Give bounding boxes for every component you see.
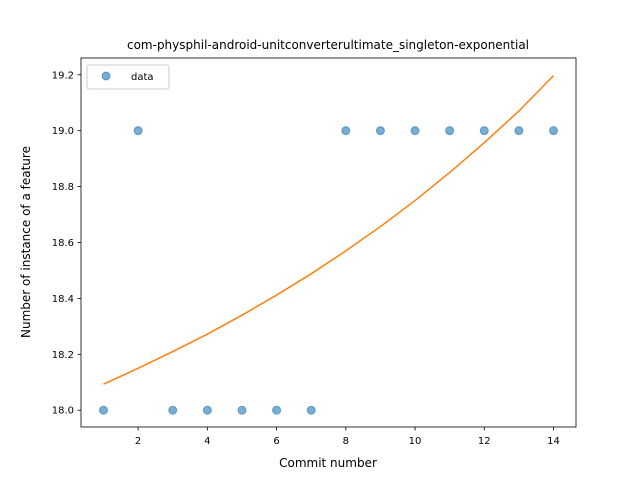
- data-point: [203, 406, 211, 414]
- data-point: [480, 127, 488, 135]
- data-point: [100, 406, 108, 414]
- y-tick-label: 18.0: [52, 406, 74, 417]
- data-point: [134, 127, 142, 135]
- legend-marker-data: [102, 72, 110, 80]
- data-point: [238, 406, 246, 414]
- x-tick-label: 2: [135, 436, 141, 447]
- x-tick-label: 6: [273, 436, 279, 447]
- data-point: [169, 406, 177, 414]
- data-point: [307, 406, 315, 414]
- chart-title: com-physphil-android-unitconverterultima…: [127, 38, 529, 52]
- y-axis-label: Number of instance of a feature: [19, 146, 33, 338]
- data-point: [273, 406, 281, 414]
- x-tick-label: 4: [204, 436, 210, 447]
- x-tick-label: 10: [409, 436, 422, 447]
- x-tick-label: 14: [547, 436, 560, 447]
- x-tick-label: 12: [478, 436, 491, 447]
- data-point: [411, 127, 419, 135]
- y-tick-label: 18.8: [52, 182, 74, 193]
- y-tick-label: 18.2: [52, 350, 74, 361]
- legend-label-data: data: [131, 72, 154, 83]
- data-point: [446, 127, 454, 135]
- y-tick-label: 18.4: [52, 294, 74, 305]
- data-point: [550, 127, 558, 135]
- legend-box: [87, 65, 169, 89]
- data-point: [342, 127, 350, 135]
- legend: data: [87, 65, 169, 89]
- x-tick-label: 8: [343, 436, 349, 447]
- y-tick-label: 19.2: [52, 70, 74, 81]
- x-axis-label: Commit number: [279, 456, 377, 470]
- data-point: [376, 127, 384, 135]
- data-point: [515, 127, 523, 135]
- y-tick-label: 18.6: [52, 238, 74, 249]
- y-tick-label: 19.0: [52, 126, 74, 137]
